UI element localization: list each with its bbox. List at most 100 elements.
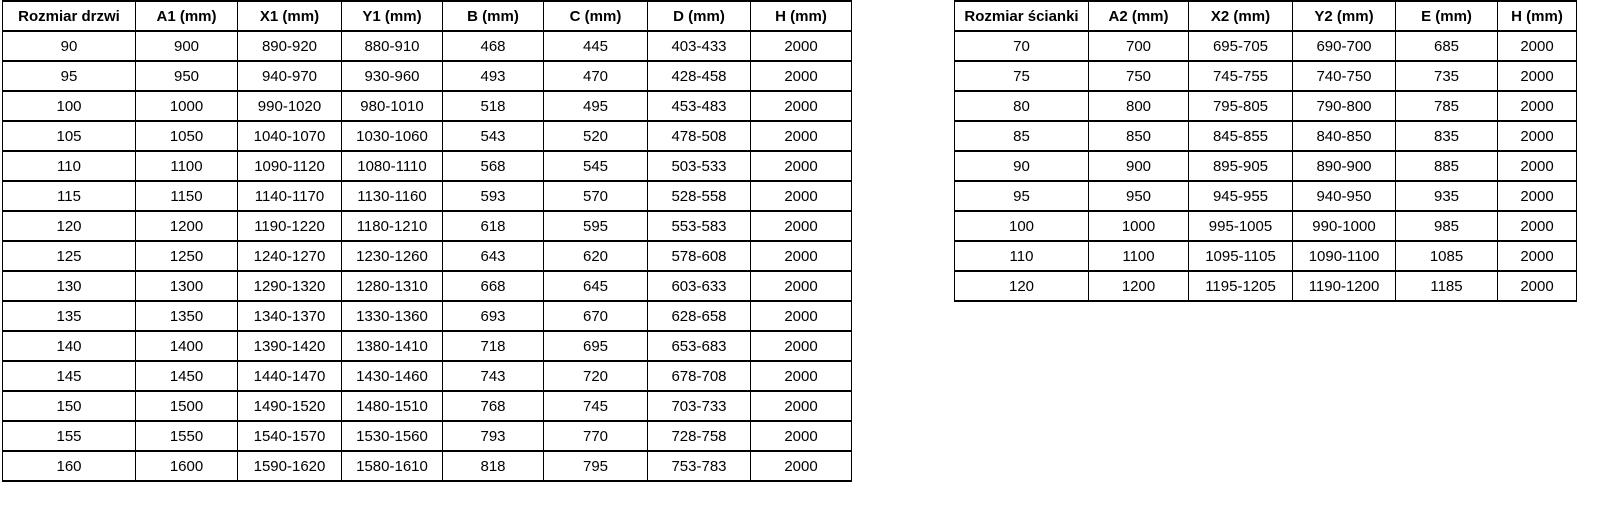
table-cell: 1350 — [135, 300, 238, 332]
table-cell: 155 — [2, 420, 136, 452]
table-cell: 1330-1360 — [341, 300, 443, 332]
table-cell: 768 — [442, 390, 544, 422]
table-row: 105 1050 1040-1070 1030-1060 543 520 478-508 20… — [2, 120, 852, 152]
table-cell: 1300 — [135, 270, 238, 302]
table-cell: 2000 — [750, 360, 852, 392]
table-cell: 750 — [1088, 60, 1189, 92]
table-cell: 1185 — [1395, 270, 1498, 302]
table-cell: 130 — [2, 270, 136, 302]
table-cell: 95 — [954, 180, 1089, 212]
table-cell: 735 — [1395, 60, 1498, 92]
table-cell: 645 — [543, 270, 648, 302]
table-cell: 545 — [543, 150, 648, 182]
table-cell: 1250 — [135, 240, 238, 272]
table-cell: 1150 — [135, 180, 238, 212]
column-header: Y2 (mm) — [1292, 0, 1396, 32]
table-cell: 120 — [954, 270, 1089, 302]
table-cell: 945-955 — [1188, 180, 1293, 212]
table-cell: 593 — [442, 180, 544, 212]
table-row: 155 1550 1540-1570 1530-1560 793 770 728-758 20… — [2, 420, 852, 452]
table-cell: 495 — [543, 90, 648, 122]
table-cell: 70 — [954, 30, 1089, 62]
table-cell: 1050 — [135, 120, 238, 152]
column-header: H (mm) — [1497, 0, 1577, 32]
table-cell: 940-970 — [237, 60, 342, 92]
table-cell: 743 — [442, 360, 544, 392]
table-cell: 1195-1205 — [1188, 270, 1293, 302]
column-header: Rozmiar drzwi — [2, 0, 136, 32]
table-cell: 1550 — [135, 420, 238, 452]
table-cell: 1190-1220 — [237, 210, 342, 242]
table-cell: 1200 — [1088, 270, 1189, 302]
table-cell: 2000 — [750, 300, 852, 332]
table-cell: 2000 — [750, 150, 852, 182]
table-cell: 493 — [442, 60, 544, 92]
table-cell: 2000 — [1497, 60, 1577, 92]
table-cell: 940-950 — [1292, 180, 1396, 212]
table-cell: 2000 — [1497, 30, 1577, 62]
table-cell: 2000 — [1497, 150, 1577, 182]
table-cell: 95 — [2, 60, 136, 92]
table-cell: 685 — [1395, 30, 1498, 62]
table-cell: 770 — [543, 420, 648, 452]
table-cell: 900 — [1088, 150, 1189, 182]
table-cell: 845-855 — [1188, 120, 1293, 152]
table-row: 100 1000 995-1005 990-1000 985 2000 — [954, 210, 1577, 242]
column-header: X2 (mm) — [1188, 0, 1293, 32]
table-cell: 835 — [1395, 120, 1498, 152]
table-cell: 2000 — [750, 60, 852, 92]
table-cell: 1540-1570 — [237, 420, 342, 452]
table-cell: 470 — [543, 60, 648, 92]
table-cell: 2000 — [750, 270, 852, 302]
table-cell: 2000 — [750, 180, 852, 212]
table-cell: 1085 — [1395, 240, 1498, 272]
table-cell: 840-850 — [1292, 120, 1396, 152]
table-cell: 100 — [954, 210, 1089, 242]
table-cell: 403-433 — [647, 30, 751, 62]
table-row: 100 1000 990-1020 980-1010 518 495 453-483 2000 — [2, 90, 852, 122]
table-row: 145 1450 1440-1470 1430-1460 743 720 678-708 20… — [2, 360, 852, 392]
table-row: 125 1250 1240-1270 1230-1260 643 620 578-608 20… — [2, 240, 852, 272]
table-cell: 1590-1620 — [237, 450, 342, 482]
table-cell: 90 — [954, 150, 1089, 182]
door-size-table: Rozmiar drzwi A1 (mm) X1 (mm) Y1 (mm) B (mm)… — [2, 0, 852, 482]
table-cell: 110 — [954, 240, 1089, 272]
table-row: 110 1100 1090-1120 1080-1110 568 545 503-533 20… — [2, 150, 852, 182]
table-cell: 890-900 — [1292, 150, 1396, 182]
column-header: Rozmiar ścianki — [954, 0, 1089, 32]
table-cell: 520 — [543, 120, 648, 152]
table-cell: 468 — [442, 30, 544, 62]
table-cell: 453-483 — [647, 90, 751, 122]
column-header: A2 (mm) — [1088, 0, 1189, 32]
table-cell: 980-1010 — [341, 90, 443, 122]
table-row: 80 800 795-805 790-800 785 2000 — [954, 90, 1577, 122]
table-cell: 695-705 — [1188, 30, 1293, 62]
table-cell: 1600 — [135, 450, 238, 482]
table-cell: 2000 — [750, 240, 852, 272]
table-cell: 720 — [543, 360, 648, 392]
table-row: 90 900 895-905 890-900 885 2000 — [954, 150, 1577, 182]
table-cell: 503-533 — [647, 150, 751, 182]
table-cell: 1430-1460 — [341, 360, 443, 392]
column-header: C (mm) — [543, 0, 648, 32]
table-cell: 2000 — [1497, 240, 1577, 272]
table-cell: 818 — [442, 450, 544, 482]
table-cell: 553-583 — [647, 210, 751, 242]
table-row: 110 1100 1095-1105 1090-1100 1085 2000 — [954, 240, 1577, 272]
table-cell: 603-633 — [647, 270, 751, 302]
table-row: 130 1300 1290-1320 1280-1310 668 645 603-633 20… — [2, 270, 852, 302]
table-row: 95 950 945-955 940-950 935 2000 — [954, 180, 1577, 212]
table-cell: 678-708 — [647, 360, 751, 392]
column-header: H (mm) — [750, 0, 852, 32]
table-cell: 160 — [2, 450, 136, 482]
table-cell: 1090-1120 — [237, 150, 342, 182]
table-cell: 935 — [1395, 180, 1498, 212]
table-cell: 90 — [2, 30, 136, 62]
table-cell: 900 — [135, 30, 238, 62]
table-cell: 1440-1470 — [237, 360, 342, 392]
table-cell: 1500 — [135, 390, 238, 422]
table-cell: 2000 — [750, 330, 852, 362]
table-cell: 995-1005 — [1188, 210, 1293, 242]
table-cell: 1580-1610 — [341, 450, 443, 482]
table-cell: 653-683 — [647, 330, 751, 362]
